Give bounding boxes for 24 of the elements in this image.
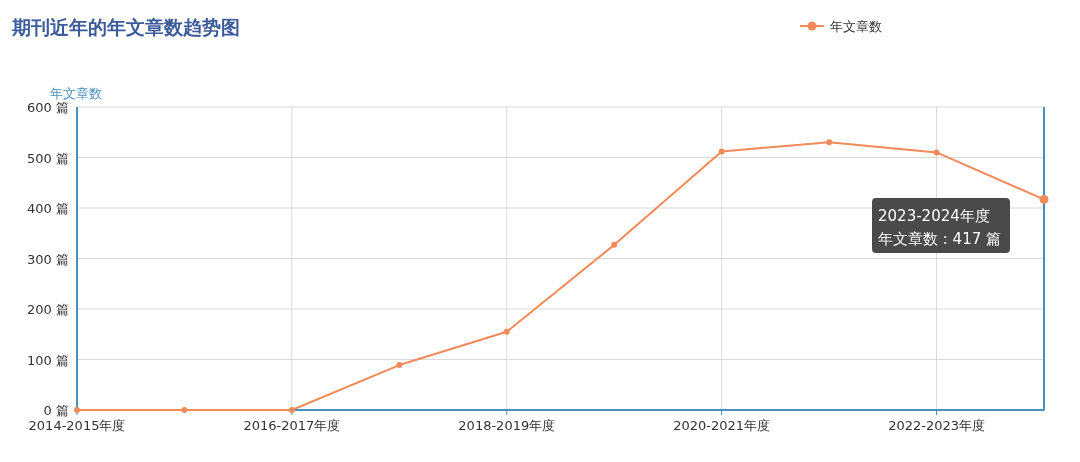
y-tick-label: 100 篇 — [27, 352, 69, 368]
x-tick-label: 2016-2017年度 — [243, 418, 341, 433]
point — [396, 362, 403, 369]
y-tick-label: 600 篇 — [27, 100, 69, 115]
x-tick-label: 2022-2023年度 — [888, 418, 985, 433]
y-tick-label: 400 篇 — [27, 201, 69, 216]
y-axis-title: 年文章数 — [50, 86, 102, 101]
point — [503, 328, 510, 335]
y-tick-label: 500 篇 — [27, 150, 69, 166]
annotation: 年文章数 : 417 篇 — [878, 230, 1001, 248]
y-tick-label: 300 篇 — [27, 251, 69, 267]
legend-label: 年文章数 — [830, 19, 882, 34]
y-tick-label: 200 篇 — [27, 302, 69, 317]
chart-title: 期刊近年的年文章数趋势图 — [11, 16, 240, 38]
x-tick-label: 2018-2019年度 — [458, 418, 556, 433]
point — [611, 241, 618, 248]
annotation: 2023-2024年度 — [878, 207, 990, 225]
point — [181, 407, 188, 413]
point — [718, 148, 725, 155]
x-tick-label: 2014-2015年度 — [28, 418, 126, 433]
y-tick-label: 0 篇 — [43, 403, 69, 418]
point — [933, 149, 940, 156]
point — [826, 139, 833, 146]
x-tick-label: 2020-2021年度 — [673, 418, 771, 433]
